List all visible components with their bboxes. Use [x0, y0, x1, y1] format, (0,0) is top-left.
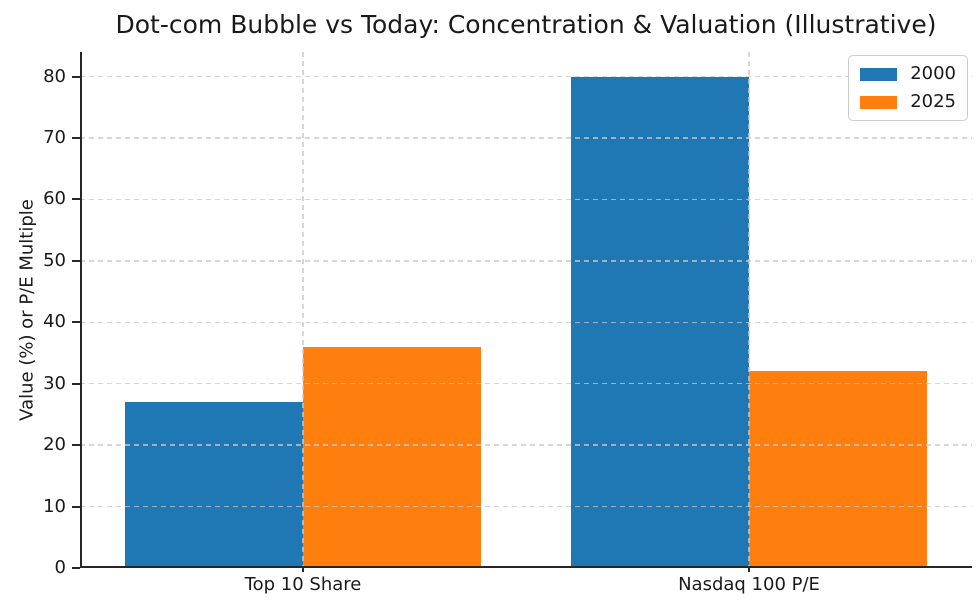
- y-tick-mark-60: [72, 198, 80, 201]
- y-tick-label-10: 10: [43, 495, 66, 517]
- y-tick-label-50: 50: [43, 249, 66, 271]
- legend-label-2025: 2025: [910, 91, 956, 112]
- x-tick-label-2: Nasdaq 100 P/E: [678, 574, 820, 595]
- x-tick-label-1: Top 10 Share: [244, 574, 362, 595]
- bar-2000-top-10-share: [124, 402, 303, 568]
- y-tick-mark-0: [72, 567, 80, 569]
- gridline-vertical-1: [302, 52, 304, 568]
- bar-2025-top-10-share: [303, 346, 482, 568]
- gridline-horizontal-70: [80, 137, 972, 139]
- y-tick-label-70: 70: [43, 127, 66, 148]
- y-tick-label-40: 40: [43, 311, 66, 333]
- gridline-horizontal-40: [80, 321, 972, 324]
- y-tick-mark-80: [72, 75, 80, 78]
- legend-entry-2000: 2000: [860, 65, 956, 83]
- gridline-horizontal-10: [80, 505, 972, 508]
- gridline-horizontal-50: [80, 260, 972, 262]
- x-axis-spine: [80, 566, 972, 568]
- y-tick-mark-50: [72, 259, 80, 262]
- x-tick-mark-1: [302, 568, 304, 572]
- y-tick-mark-70: [72, 137, 80, 139]
- y-tick-label-20: 20: [43, 434, 66, 456]
- legend-swatch-2000: [860, 67, 898, 81]
- gridline-horizontal-30: [80, 382, 972, 385]
- y-tick-label-30: 30: [43, 372, 66, 394]
- gridline-vertical-2: [748, 52, 750, 568]
- y-tick-mark-40: [72, 321, 80, 324]
- gridline-horizontal-80: [80, 75, 972, 78]
- y-tick-mark-10: [72, 505, 80, 508]
- legend-label-2000: 2000: [910, 63, 956, 84]
- x-tick-mark-2: [748, 568, 750, 572]
- y-tick-mark-20: [72, 444, 80, 447]
- legend-swatch-2025: [860, 95, 898, 109]
- y-tick-label-60: 60: [43, 188, 66, 210]
- gridline-horizontal-20: [80, 444, 972, 446]
- plot-area: 0 10 20 30 40 50 60 70 80 Top 10 Share Nasdaq 100 …: [43, 52, 972, 595]
- y-tick-label-80: 80: [43, 65, 66, 87]
- bar-2025-nasdaq-100-p-e: [749, 371, 928, 568]
- y-tick-mark-30: [72, 382, 80, 385]
- legend-entry-2025: 2025: [860, 93, 956, 111]
- legend: 2000 2025: [848, 55, 968, 121]
- gridline-horizontal-60: [80, 198, 972, 201]
- chart-title: Dot-com Bubble vs Today: Concentration &…: [115, 10, 937, 39]
- y-axis-spine: [80, 52, 82, 568]
- y-tick-label-0: 0: [54, 557, 66, 578]
